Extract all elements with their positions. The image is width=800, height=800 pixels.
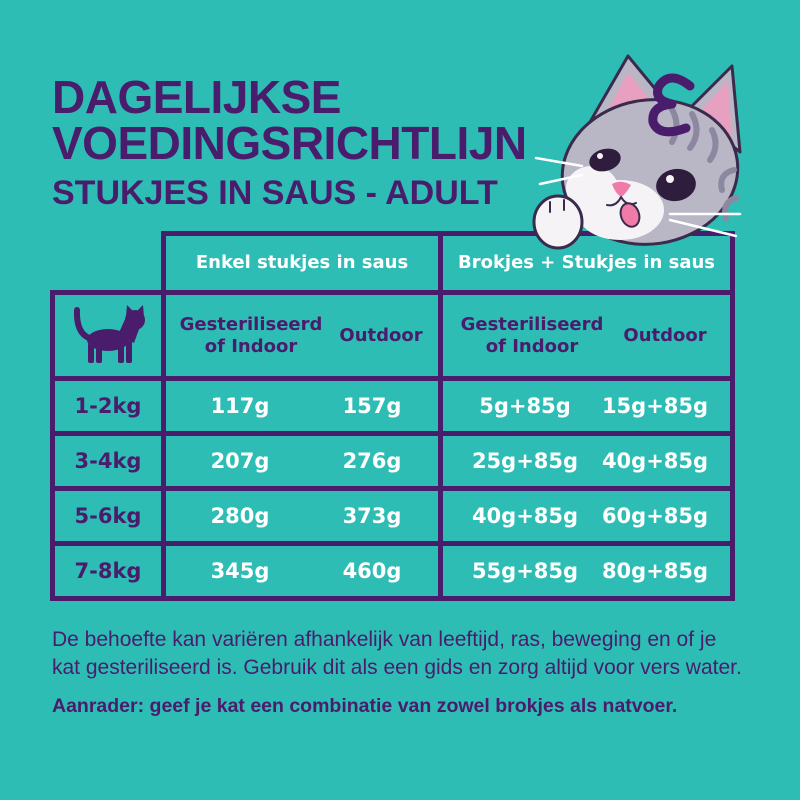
value-sterilised-indoor: 5g+85g [479,394,571,418]
value-sterilised-indoor: 40g+85g [471,504,579,528]
column-header-sterilised-indoor: Gesteriliseerd of Indoor [460,313,604,357]
value-sterilised-indoor: 55g+85g [471,559,579,583]
weight-header-cell [50,290,166,381]
weight-cell: 3-4kg [50,431,166,491]
column-headers-dry-plus-wet: Gesteriliseerd of Indoor Outdoor [438,290,735,381]
value-outdoor: 60g+85g [601,504,709,528]
value-sterilised-indoor: 345g [210,559,270,583]
title-line-2: VOEDINGSRICHTLIJN [52,117,527,169]
recommendation-text: Aanrader: geef je kat een combinatie van… [52,695,678,717]
value-outdoor: 15g+85g [601,394,709,418]
weight-cell: 7-8kg [50,541,166,601]
cat-whiskers [534,156,742,238]
cat-tongue-icon [619,202,641,228]
group-header-wet-only: Enkel stukjes in saus [161,231,443,295]
value-outdoor: 276g [342,449,402,473]
value-sterilised-indoor: 280g [210,504,270,528]
table-row: 5-6kg 280g 373g 40g+85g 60g+85g [50,486,735,546]
dry-plus-wet-cell: 25g+85g 40g+85g [438,431,735,491]
cat-mascot-illustration [532,54,742,250]
weight-cell: 1-2kg [50,376,166,436]
cat-paw-icon [532,194,584,250]
cat-nose-icon [612,181,631,197]
cat-stripes [667,103,739,221]
value-outdoor: 460g [342,559,402,583]
column-header-outdoor: Outdoor [339,324,423,346]
column-headers-wet-only: Gesteriliseerd of Indoor Outdoor [161,290,443,381]
subtitle: STUKJES IN SAUS - ADULT [52,174,498,212]
value-sterilised-indoor: 207g [210,449,270,473]
value-outdoor: 157g [342,394,402,418]
value-outdoor: 40g+85g [601,449,709,473]
wet-only-cell: 117g 157g [161,376,443,436]
value-sterilised-indoor: 25g+85g [471,449,579,473]
cat-silhouette-icon [73,305,145,363]
table-row: 7-8kg 345g 460g 55g+85g 80g+85g [50,541,735,601]
dry-plus-wet-cell: 5g+85g 15g+85g [438,376,735,436]
wet-only-cell: 207g 276g [161,431,443,491]
cat-eyes-icon [589,148,696,202]
note-line-1: De behoefte kan variëren afhankelijk van… [52,628,717,651]
value-outdoor: 80g+85g [601,559,709,583]
feeding-table: Enkel stukjes in saus Brokjes + Stukjes … [50,231,735,601]
table-row: 3-4kg 207g 276g 25g+85g 40g+85g [50,431,735,491]
value-sterilised-indoor: 117g [210,394,270,418]
title-line-1: DAGELIJKSE [52,71,341,123]
value-outdoor: 373g [342,504,402,528]
wet-only-cell: 280g 373g [161,486,443,546]
column-header-sterilised-indoor: Gesteriliseerd of Indoor [179,313,323,357]
table-row: 1-2kg 117g 157g 5g+85g 15g+85g [50,376,735,436]
wet-only-cell: 345g 460g [161,541,443,601]
dry-plus-wet-cell: 55g+85g 80g+85g [438,541,735,601]
weight-cell: 5-6kg [50,486,166,546]
epsilon-logo-icon [648,73,695,137]
dry-plus-wet-cell: 40g+85g 60g+85g [438,486,735,546]
column-header-outdoor: Outdoor [623,324,707,346]
note-line-2: kat gesteriliseerd is. Gebruik dit als e… [52,656,742,679]
